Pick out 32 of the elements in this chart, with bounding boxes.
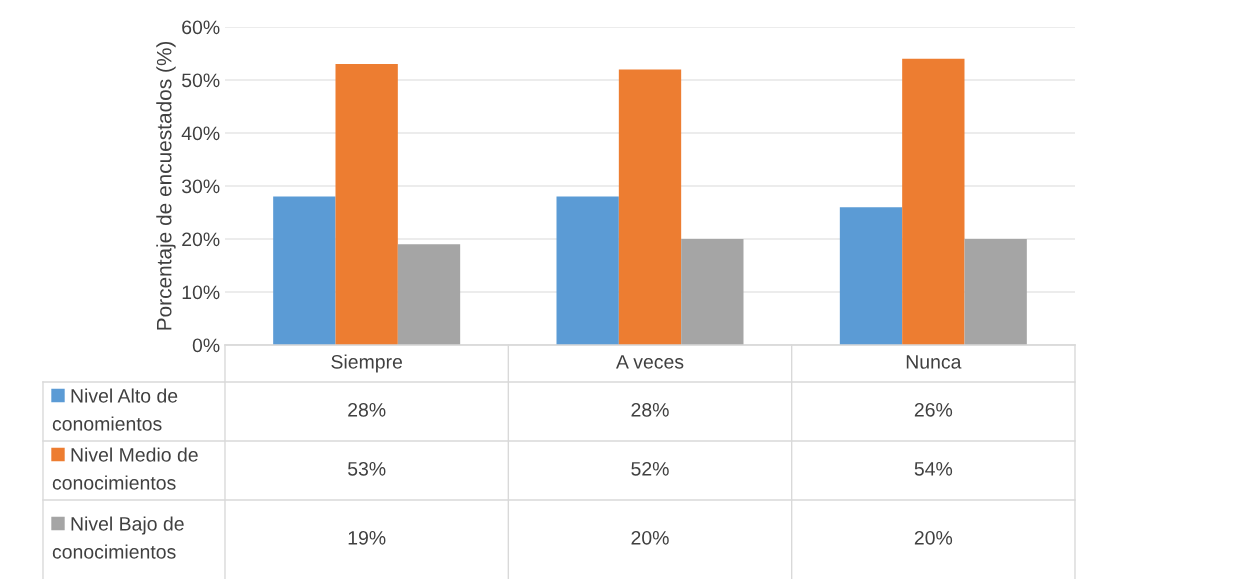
bar: [618, 69, 682, 345]
legend-label: Nivel Bajo de conocimientos: [52, 516, 184, 559]
y-tick-label: 20%: [182, 232, 220, 247]
data-label: 20%: [914, 530, 953, 545]
x-tick-label: A veces: [615, 355, 684, 369]
bar: [335, 64, 398, 345]
y-tick-label: 50%: [182, 73, 220, 88]
legend-label: Nivel Alto de conomientos: [52, 388, 178, 431]
x-tick-label: Nunca: [906, 355, 962, 369]
y-tick-label: 30%: [181, 179, 220, 194]
bar: [681, 239, 744, 345]
data-label: 28%: [348, 402, 386, 417]
data-label: 20%: [631, 530, 669, 545]
x-tick-label: Siempre: [331, 354, 403, 373]
y-tick-label: 60%: [182, 20, 220, 35]
y-axis-title: Porcentaje de encuestados (%): [156, 41, 176, 330]
data-label: 28%: [631, 402, 669, 417]
y-tick-label: 40%: [181, 126, 220, 141]
y-tick-label: 0%: [192, 338, 220, 353]
data-label: 52%: [631, 461, 669, 476]
bar: [964, 239, 1027, 345]
bar: [273, 196, 336, 345]
y-tick-label: 10%: [182, 285, 220, 300]
bar: [902, 58, 965, 345]
data-label: 19%: [348, 530, 386, 545]
bar: [556, 196, 619, 345]
data-label: 54%: [914, 462, 953, 476]
data-label: 26%: [914, 402, 953, 417]
legend-label: Nivel Medio de conocimientos: [52, 447, 198, 490]
bar: [397, 244, 461, 345]
bar: [839, 207, 903, 345]
data-label: 53%: [347, 461, 386, 476]
